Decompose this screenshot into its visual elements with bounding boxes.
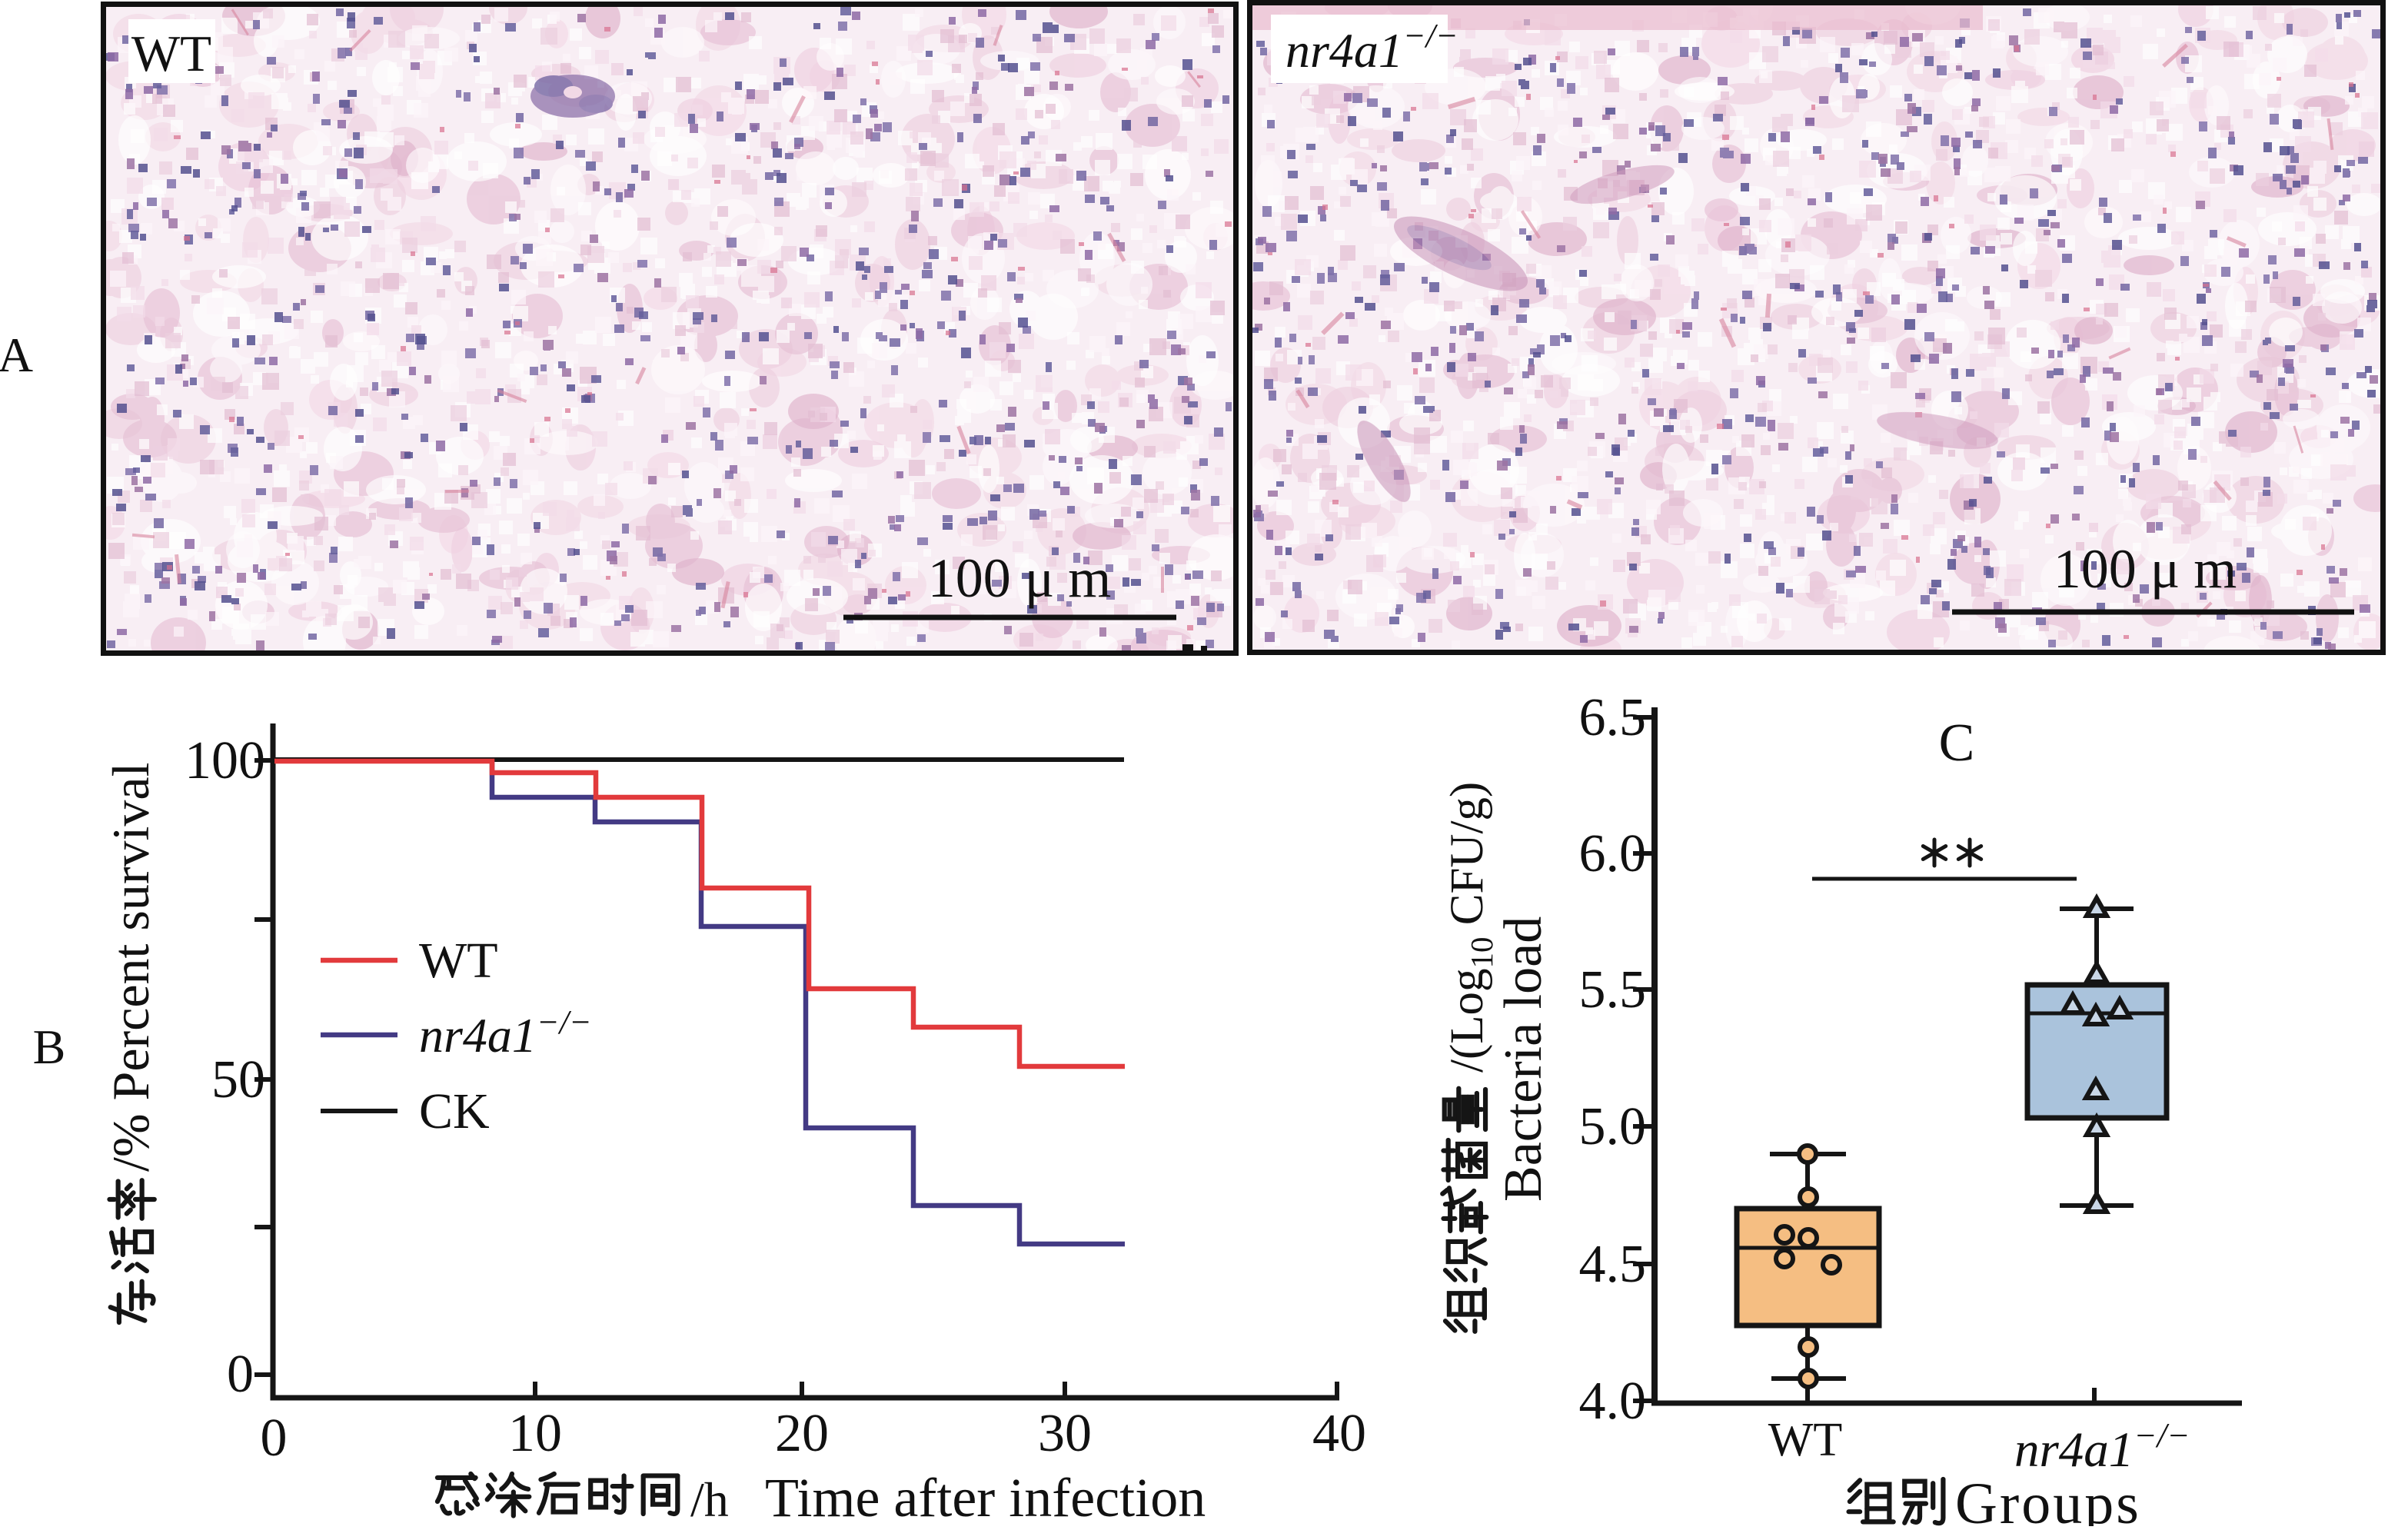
svg-text:4.5: 4.5: [1579, 1235, 1647, 1294]
svg-text:10: 10: [508, 1404, 562, 1463]
svg-text:C: C: [1939, 713, 1975, 773]
svg-text:B: B: [33, 1019, 66, 1074]
svg-text:/(Log10 CFU/g): /(Log10 CFU/g): [1442, 782, 1499, 1073]
svg-text:6.0: 6.0: [1579, 824, 1647, 883]
svg-text:Time after infection: Time after infection: [765, 1467, 1206, 1526]
svg-text:100 μ m: 100 μ m: [928, 547, 1112, 609]
svg-text:40: 40: [1312, 1404, 1366, 1463]
svg-text:/h: /h: [690, 1472, 729, 1526]
svg-text:20: 20: [775, 1404, 829, 1463]
svg-text:6.5: 6.5: [1579, 688, 1647, 747]
svg-text:WT: WT: [419, 933, 498, 989]
svg-text:30: 30: [1038, 1404, 1092, 1463]
svg-text:/% Percent survival: /% Percent survival: [101, 762, 160, 1172]
svg-text:100 μ m: 100 μ m: [2054, 538, 2237, 600]
svg-text:CK: CK: [419, 1083, 490, 1139]
svg-text:5.0: 5.0: [1579, 1097, 1647, 1156]
svg-text:WT: WT: [131, 25, 211, 82]
svg-text:4.0: 4.0: [1579, 1372, 1647, 1431]
svg-text:Bacteria load: Bacteria load: [1494, 916, 1553, 1202]
svg-text:0: 0: [227, 1345, 254, 1404]
svg-text:5.5: 5.5: [1579, 960, 1647, 1019]
svg-text:50: 50: [211, 1050, 265, 1109]
svg-text:A: A: [0, 328, 33, 382]
svg-text:WT: WT: [1768, 1414, 1842, 1466]
svg-text:0: 0: [261, 1409, 288, 1468]
svg-text:Groups: Groups: [1955, 1472, 2141, 1526]
svg-text:100: 100: [185, 731, 265, 790]
